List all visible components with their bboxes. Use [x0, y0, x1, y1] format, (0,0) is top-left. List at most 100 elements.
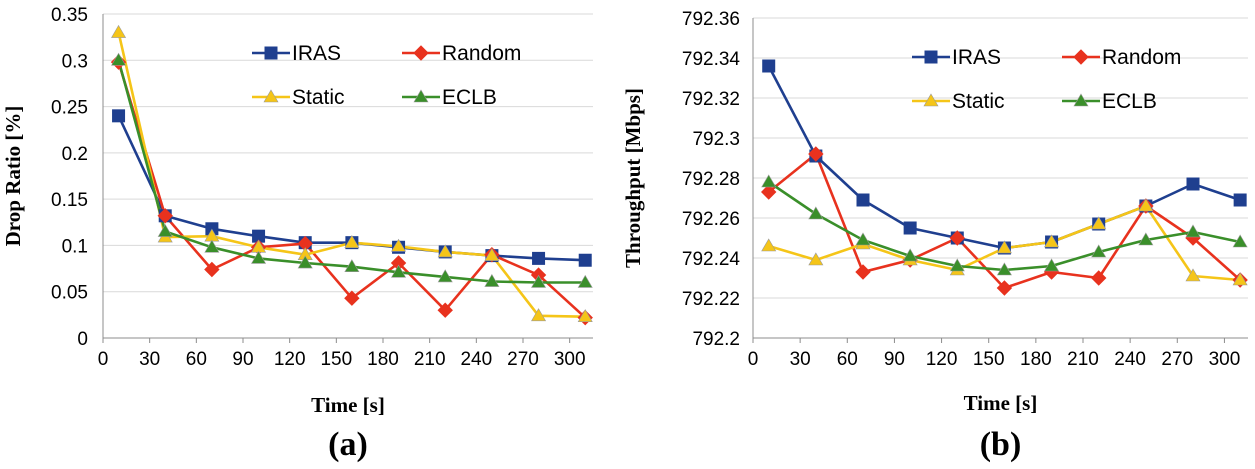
data-point-iras [112, 109, 126, 123]
data-point-random [344, 290, 360, 306]
data-point-eclb [1091, 244, 1107, 258]
data-point-random [996, 280, 1013, 296]
data-point-random [808, 146, 824, 162]
data-point-eclb [1185, 224, 1201, 238]
legend-label-static: Static [952, 90, 1005, 113]
y-axis-title: Drop Ratio [%] [1, 106, 25, 247]
legend-label-eclb: ECLB [1102, 90, 1157, 113]
y-tick-label: 0.2 [62, 144, 88, 165]
y-tick-label: 792.26 [682, 209, 740, 230]
y-tick-label: 792.34 [682, 49, 741, 70]
data-point-eclb [1138, 232, 1154, 246]
x-tick-label: 240 [460, 349, 492, 370]
legend-label-random: Random [442, 42, 521, 65]
chart-panel-b: 792.2 792.22 792.24 792.26 792.28 792.3 792.32… [621, 9, 1248, 463]
data-point-random [204, 261, 220, 278]
data-point-eclb [111, 52, 127, 66]
x-tick-label: 0 [748, 349, 759, 370]
y-tick-label: 792.22 [682, 289, 740, 310]
data-point-static [391, 238, 407, 252]
x-tick-label: 300 [554, 349, 586, 370]
x-tick-label: 30 [139, 349, 160, 370]
series-line-eclb [117, 59, 586, 284]
data-point-random [855, 264, 871, 280]
data-point-eclb [577, 274, 593, 288]
x-tick-label: 210 [414, 349, 446, 370]
legend-marker-static [263, 89, 279, 103]
series-line-static [117, 32, 586, 318]
data-point-iras [903, 221, 917, 235]
data-point-eclb [297, 255, 313, 269]
legend-marker-eclb [413, 89, 429, 103]
data-point-eclb [949, 258, 965, 272]
data-point-static [808, 252, 824, 266]
data-point-eclb [761, 174, 777, 188]
legend-marker-iras [264, 46, 278, 60]
y-tick-label: 0.3 [62, 51, 88, 72]
x-tick-label: 120 [274, 349, 306, 370]
panel-label: (b) [980, 426, 1022, 463]
data-point-eclb [251, 250, 267, 264]
legend-label-static: Static [292, 86, 345, 109]
legend-label-random: Random [1102, 46, 1181, 69]
legend-marker-random [413, 45, 429, 61]
data-point-static [1138, 198, 1154, 212]
x-tick-label: 90 [884, 349, 905, 370]
x-tick-label: 90 [232, 349, 253, 370]
x-tick-label: 210 [1067, 349, 1099, 370]
data-point-eclb [808, 206, 824, 220]
data-point-static [761, 238, 777, 252]
y-tick-label: 792.28 [682, 169, 740, 190]
data-point-iras [578, 253, 592, 267]
data-point-eclb [157, 223, 173, 237]
data-point-random [949, 230, 965, 246]
data-point-static [531, 308, 547, 322]
data-point-eclb [484, 273, 500, 287]
y-axis-title: Throughput [Mbps] [621, 88, 645, 268]
x-tick-label: 180 [1020, 349, 1052, 370]
data-point-random [157, 208, 173, 224]
data-point-static [996, 240, 1012, 254]
y-tick-label: 0 [77, 329, 88, 350]
x-tick-label: 240 [1114, 349, 1146, 370]
data-point-static [1044, 234, 1060, 248]
y-tick-label: 0.1 [62, 236, 88, 257]
legend-label-eclb: ECLB [442, 86, 497, 109]
panel-label: (a) [328, 426, 368, 463]
data-point-random [1091, 270, 1107, 286]
x-tick-label: 60 [837, 349, 858, 370]
series-line-random [117, 61, 587, 319]
x-tick-label: 300 [1209, 349, 1241, 370]
x-tick-label: 180 [367, 349, 399, 370]
data-point-iras [1233, 193, 1247, 207]
data-point-static [577, 309, 593, 323]
data-point-eclb [1232, 234, 1248, 248]
chart-panel-a: 0 0.05 0.1 0.15 0.2 0.25 0.3 0.35 0 30 60 90 120 150 1… [1, 5, 593, 463]
y-tick-label: 792.24 [682, 249, 741, 270]
data-point-iras [1186, 177, 1200, 191]
data-point-iras [856, 193, 870, 207]
data-point-eclb [204, 239, 220, 253]
x-tick-label: 120 [926, 349, 958, 370]
x-tick-label: 60 [186, 349, 207, 370]
data-point-eclb [344, 259, 360, 273]
data-point-eclb [531, 274, 547, 288]
legend-marker-iras [924, 50, 938, 64]
x-axis-title: Time [s] [311, 393, 385, 417]
y-tick-label: 0.15 [51, 190, 88, 211]
x-tick-label: 270 [507, 349, 539, 370]
data-point-static [1185, 268, 1201, 282]
legend-marker-static [923, 93, 939, 107]
data-point-random [761, 184, 777, 200]
y-tick-label: 0.35 [51, 5, 88, 26]
data-point-static [111, 24, 127, 38]
data-point-eclb [996, 262, 1012, 276]
x-axis-title: Time [s] [964, 391, 1038, 415]
data-point-eclb [437, 269, 453, 283]
y-tick-label: 792.3 [692, 129, 740, 150]
legend-label-iras: IRAS [952, 46, 1001, 69]
legend-marker-random [1073, 49, 1089, 65]
data-point-static [1091, 216, 1107, 230]
x-tick-label: 0 [98, 349, 109, 370]
